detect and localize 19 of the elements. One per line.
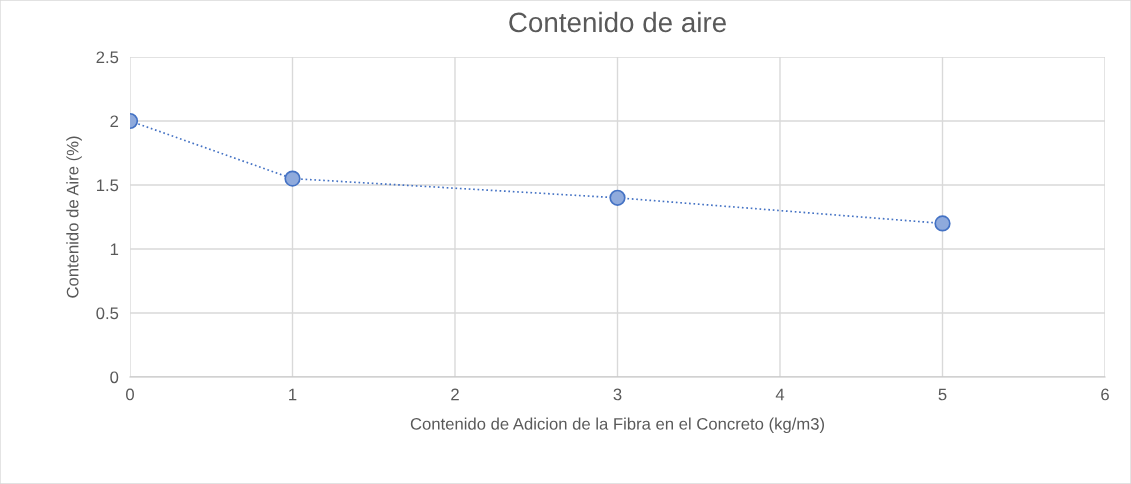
y-tick-label: 2: [110, 115, 119, 128]
y-axis-title: Contenido de Aire (%): [66, 136, 82, 298]
x-tick-label: 2: [451, 388, 459, 401]
y-tick-label: 1.5: [96, 179, 119, 192]
x-tick-label: 5: [938, 388, 947, 401]
y-tick-label: 0.5: [96, 307, 119, 320]
x-tick-label: 3: [613, 388, 622, 401]
y-tick-label: 1: [110, 243, 119, 256]
x-tick-label: 0: [126, 388, 134, 401]
x-tick-label: 1: [289, 388, 297, 401]
x-tick-label: 6: [1101, 388, 1109, 401]
x-tick-label: 4: [775, 388, 785, 401]
y-tick-label: 0: [110, 371, 119, 384]
x-axis-title: Contenido de Adicion de la Fibra en el Concreto (kg/m3): [410, 417, 825, 434]
point: [934, 215, 951, 232]
point: [284, 170, 301, 187]
point: [609, 189, 626, 206]
y-tick-label: 2.5: [96, 51, 119, 64]
chart-title: Contenido de aire: [509, 11, 726, 33]
